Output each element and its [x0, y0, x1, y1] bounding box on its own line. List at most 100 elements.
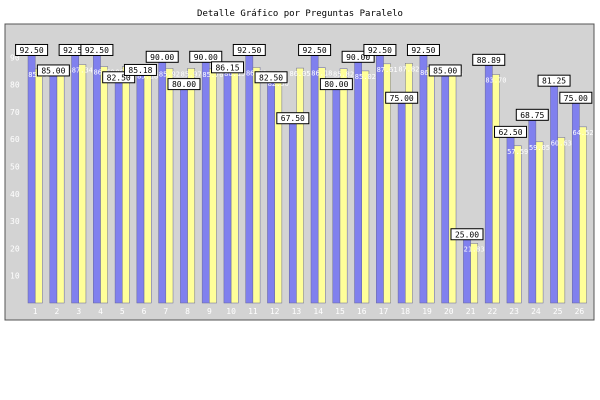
bar-general-20: [448, 67, 457, 304]
bar-general-11: [252, 67, 261, 304]
bar-general-13: [296, 67, 304, 304]
data-label-paralelo-14: 92.50: [303, 46, 327, 55]
data-label-box-paralelo-16: [341, 50, 375, 63]
y-tick-label: 50: [10, 163, 20, 172]
data-label-paralelo-2: 85.00: [41, 66, 65, 75]
bar-general-25: [557, 137, 566, 304]
data-label-paralelo-3: 92.50: [63, 46, 87, 55]
bar-paralelo-12: [267, 77, 275, 304]
data-label-box-paralelo-13: [276, 112, 310, 125]
data-label-paralelo-7: 90.00: [150, 53, 174, 62]
data-label-general-16: 85.02: [355, 73, 376, 81]
data-label-box-paralelo-8: [167, 78, 201, 91]
bar-general-16: [361, 70, 370, 304]
data-label-box-paralelo-18: [385, 91, 419, 104]
data-label-general-26: 64.52: [572, 129, 593, 137]
data-label-paralelo-18: 75.00: [390, 94, 414, 103]
data-label-paralelo-16: 90.00: [346, 53, 370, 62]
x-tick-label: 2: [55, 307, 60, 316]
bar-general-18: [405, 63, 413, 304]
bar-general-15: [339, 68, 348, 304]
bar-general-22: [492, 74, 500, 304]
x-tick-label: 17: [379, 307, 389, 316]
data-label-box-paralelo-14: [298, 43, 332, 56]
data-label-box-paralelo-2: [36, 64, 70, 77]
bar-general-24: [535, 141, 544, 304]
y-tick-label: 80: [10, 81, 20, 90]
data-label-paralelo-15: 80.00: [324, 80, 348, 89]
data-label-paralelo-13: 67.50: [281, 114, 305, 123]
data-label-paralelo-21: 25.00: [455, 230, 479, 239]
y-tick-label: 10: [10, 272, 20, 281]
data-label-general-10: 86.15: [224, 70, 245, 78]
data-label-box-paralelo-6: [123, 63, 157, 76]
bar-general-17: [383, 63, 391, 304]
bar-paralelo-19: [419, 50, 428, 304]
data-label-paralelo-17: 92.50: [368, 46, 392, 55]
x-tick-label: 6: [142, 307, 147, 316]
bar-paralelo-6: [136, 70, 145, 304]
data-label-box-paralelo-17: [363, 43, 397, 56]
data-label-general-12: 82.50: [268, 80, 289, 88]
data-label-box-paralelo-7: [145, 50, 179, 63]
data-label-general-3: 87.34: [72, 67, 93, 75]
data-label-box-paralelo-1: [15, 43, 49, 56]
y-tick-label: 60: [10, 135, 20, 144]
x-tick-label: 1: [33, 307, 38, 316]
x-tick-label: 18: [400, 307, 410, 316]
bar-paralelo-16: [354, 57, 362, 304]
data-label-box-paralelo-10: [211, 61, 245, 74]
data-label-general-8: 85.97: [181, 70, 202, 78]
x-tick-label: 7: [163, 307, 168, 316]
x-tick-label: 14: [313, 307, 323, 316]
data-label-general-24: 59.05: [529, 144, 550, 152]
bar-general-8: [187, 68, 196, 304]
data-label-paralelo-26: 75.00: [564, 94, 588, 103]
data-label-general-15: 85.82: [333, 71, 354, 79]
data-label-box-paralelo-4: [80, 43, 114, 56]
data-label-general-9: 85.76: [202, 71, 223, 79]
x-tick-label: 4: [98, 307, 103, 316]
bar-general-10: [230, 67, 239, 304]
bar-general-14: [317, 67, 326, 304]
x-tick-label: 21: [466, 307, 476, 316]
bar-paralelo-20: [441, 70, 450, 304]
data-label-paralelo-22: 88.89: [477, 56, 501, 65]
data-label-general-22: 83.70: [485, 76, 506, 84]
bar-paralelo-23: [506, 132, 515, 304]
bar-paralelo-8: [180, 84, 188, 304]
data-label-paralelo-25: 81.25: [542, 77, 566, 86]
data-label-box-paralelo-26: [559, 91, 593, 104]
bar-general-2: [56, 65, 65, 304]
x-tick-label: 8: [185, 307, 190, 316]
bar-general-3: [78, 64, 87, 304]
data-label-box-paralelo-22: [472, 53, 506, 66]
data-label-general-23: 57.59: [507, 148, 528, 156]
data-label-paralelo-19: 92.50: [411, 46, 435, 55]
data-label-box-paralelo-24: [515, 108, 549, 121]
data-label-paralelo-12: 82.50: [259, 73, 283, 82]
bar-paralelo-4: [93, 50, 101, 304]
data-label-box-paralelo-15: [319, 78, 353, 91]
bar-paralelo-13: [288, 118, 297, 304]
bar-general-21: [470, 243, 479, 304]
x-tick-label: 16: [357, 307, 367, 316]
bar-paralelo-15: [332, 84, 341, 304]
x-tick-label: 11: [248, 307, 258, 316]
y-tick-label: 30: [10, 217, 20, 226]
data-label-box-paralelo-23: [494, 125, 528, 138]
data-label-general-25: 60.63: [551, 139, 572, 147]
bar-paralelo-14: [310, 50, 319, 304]
data-label-paralelo-1: 92.50: [20, 46, 44, 55]
bar-paralelo-25: [550, 80, 558, 304]
y-tick-label: 40: [10, 190, 20, 199]
bar-general-1: [34, 68, 43, 304]
bar-general-19: [426, 66, 435, 304]
bar-general-23: [513, 145, 522, 304]
data-label-box-paralelo-21: [450, 228, 484, 241]
bar-paralelo-9: [201, 57, 210, 304]
data-label-paralelo-8: 80.00: [172, 80, 196, 89]
data-label-box-paralelo-20: [428, 64, 462, 77]
data-label-general-6: 85.18: [137, 72, 158, 80]
